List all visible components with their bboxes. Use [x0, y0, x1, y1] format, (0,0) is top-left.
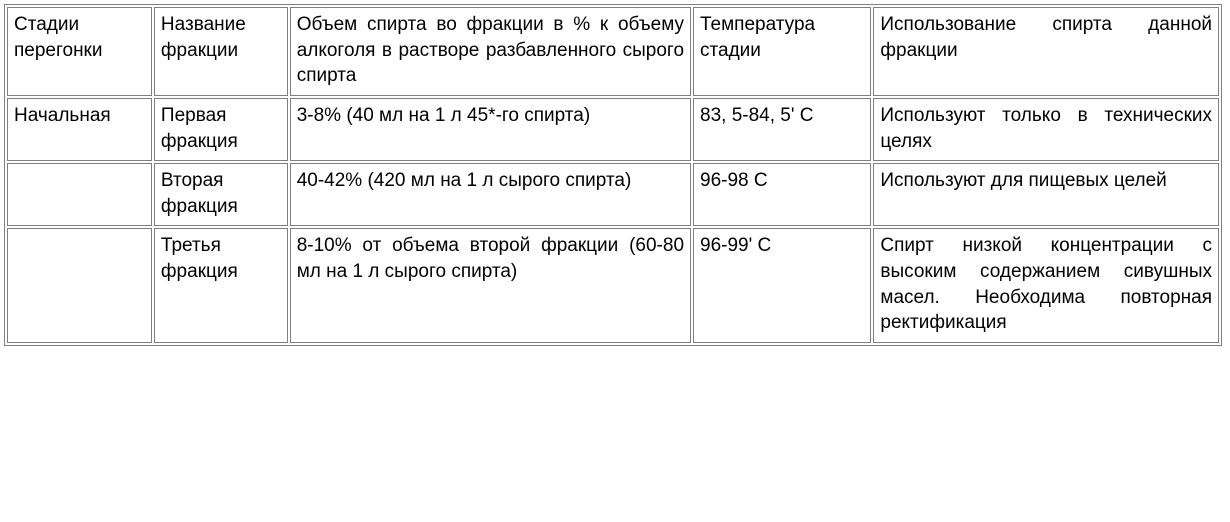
cell-temp: 96-99' С	[693, 228, 871, 343]
cell-usage: Используют только в технических целях	[873, 98, 1219, 161]
cell-usage: Используют для пищевых целей	[873, 163, 1219, 226]
table-row: Третья фракция 8-10% от объема второй фр…	[7, 228, 1219, 343]
cell-volume: 3-8% (40 мл на 1 л 45*-го спирта)	[290, 98, 691, 161]
cell-volume: 8-10% от объема второй фракции (60-80 мл…	[290, 228, 691, 343]
col-header: Стадии перегонки	[7, 7, 152, 96]
cell-name: Вторая фракция	[154, 163, 288, 226]
table-header-row: Стадии перегонки Название фракции Объем …	[7, 7, 1219, 96]
col-header: Использование спирта данной фракции	[873, 7, 1219, 96]
cell-volume: 40-42% (420 мл на 1 л сырого спирта)	[290, 163, 691, 226]
cell-temp: 83, 5-84, 5' С	[693, 98, 871, 161]
cell-stage: Начальная	[7, 98, 152, 161]
cell-usage: Спирт низкой концентрации с высоким соде…	[873, 228, 1219, 343]
cell-stage	[7, 163, 152, 226]
col-header: Название фракции	[154, 7, 288, 96]
table-row: Начальная Первая фракция 3-8% (40 мл на …	[7, 98, 1219, 161]
col-header: Температура стадии	[693, 7, 871, 96]
cell-temp: 96-98 С	[693, 163, 871, 226]
fractions-table: Стадии перегонки Название фракции Объем …	[4, 4, 1222, 346]
cell-name: Третья фракция	[154, 228, 288, 343]
cell-stage	[7, 228, 152, 343]
table-row: Вторая фракция 40-42% (420 мл на 1 л сыр…	[7, 163, 1219, 226]
col-header: Объем спирта во фракции в % к объему алк…	[290, 7, 691, 96]
cell-name: Первая фракция	[154, 98, 288, 161]
